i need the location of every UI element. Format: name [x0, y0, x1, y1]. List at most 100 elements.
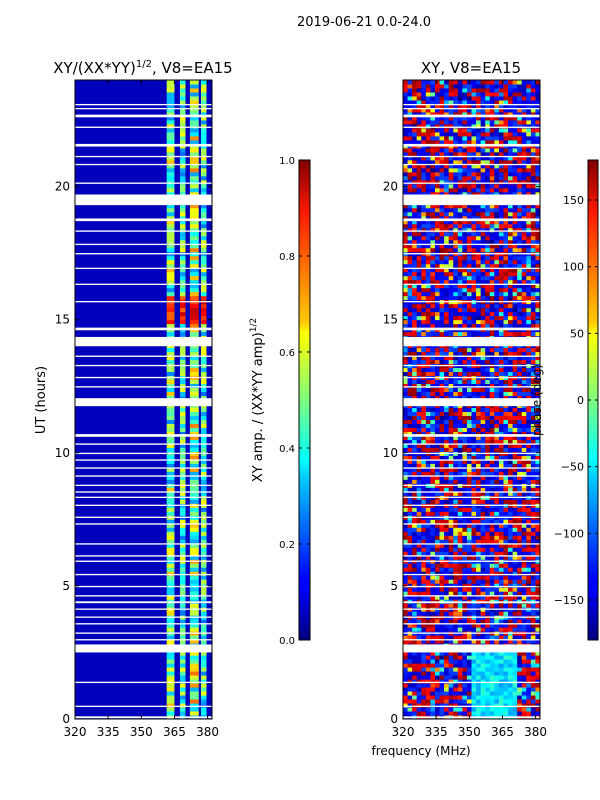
phase-cell — [466, 151, 472, 157]
phase-cell — [494, 435, 500, 440]
phase-cell — [421, 603, 427, 608]
phase-cell — [498, 391, 504, 397]
amplitude-cell — [200, 511, 207, 516]
phase-cell — [521, 447, 527, 452]
phase-cell — [535, 667, 540, 672]
phase-cell — [489, 295, 495, 301]
amplitude-cell — [200, 147, 207, 153]
phase-cell — [494, 163, 500, 169]
phase-cell — [494, 175, 500, 181]
phase-cell — [530, 423, 536, 428]
phase-cell — [485, 155, 491, 161]
amplitude-cell — [200, 351, 207, 357]
phase-cell — [448, 627, 454, 632]
amplitude-cell — [166, 267, 175, 273]
phase-cell — [517, 347, 523, 353]
phase-cell — [480, 271, 486, 277]
phase-cell — [448, 455, 454, 460]
phase-cell — [439, 295, 445, 301]
phase-cell — [508, 247, 514, 253]
amplitude-cell — [166, 91, 175, 97]
phase-cell — [494, 567, 500, 572]
phase-cell — [526, 227, 532, 233]
phase-cell — [485, 687, 491, 692]
phase-cell — [457, 391, 463, 397]
phase-cell — [503, 567, 509, 572]
phase-cell — [480, 539, 486, 544]
phase-cell — [517, 171, 523, 177]
phase-cell — [512, 283, 518, 289]
phase-cell — [421, 187, 427, 193]
phase-cell — [530, 383, 536, 389]
phase-cell — [439, 239, 445, 245]
phase-cell — [439, 511, 445, 516]
phase-cell — [508, 679, 514, 684]
amplitude-cell — [189, 659, 199, 664]
phase-cell — [434, 223, 441, 229]
amplitude-cell — [166, 367, 175, 373]
phase-cell — [466, 415, 472, 420]
phase-cell — [439, 663, 445, 668]
phase-cell — [416, 315, 422, 321]
amplitude-cell — [189, 667, 199, 672]
amplitude-cell — [200, 419, 207, 424]
phase-cell — [535, 259, 540, 265]
amplitude-cell — [200, 431, 207, 436]
phase-cell — [498, 163, 504, 169]
phase-cell — [498, 507, 504, 512]
phase-cell — [448, 243, 454, 249]
phase-cell — [425, 471, 431, 476]
phase-cell — [489, 651, 495, 656]
phase-cell — [512, 255, 518, 261]
phase-cell — [425, 275, 431, 281]
phase-cell — [412, 203, 418, 209]
phase-cell — [444, 707, 450, 712]
phase-cell — [476, 315, 482, 321]
phase-cell — [503, 531, 509, 536]
phase-cell — [416, 295, 422, 301]
amplitude-cell — [189, 711, 199, 716]
phase-cell — [403, 699, 409, 704]
phase-cell — [503, 359, 509, 365]
phase-cell — [494, 183, 500, 189]
phase-cell — [457, 159, 463, 165]
phase-cell — [444, 527, 450, 532]
phase-cell — [425, 603, 431, 608]
phase-cell — [407, 203, 413, 209]
phase-cell — [517, 227, 523, 233]
phase-cell — [471, 447, 477, 452]
phase-cell — [439, 563, 445, 568]
phase-cell — [416, 331, 422, 337]
phase-cell — [526, 243, 532, 249]
phase-cell — [476, 231, 482, 237]
phase-cell — [466, 255, 472, 261]
phase-cell — [466, 527, 472, 532]
amplitude-cell — [189, 99, 199, 105]
phase-cell — [425, 379, 431, 385]
phase-cell — [407, 319, 413, 325]
phase-cell — [466, 439, 472, 444]
phase-cell — [485, 203, 491, 209]
phase-cell — [485, 367, 491, 373]
phase-cell — [471, 439, 477, 444]
phase-cell — [466, 499, 472, 504]
phase-cell — [480, 407, 486, 412]
phase-cell — [530, 695, 536, 700]
phase-cell — [434, 579, 441, 584]
phase-cell — [517, 591, 523, 596]
phase-cell — [476, 683, 482, 688]
phase-cell — [512, 207, 518, 213]
phase-cell — [457, 331, 463, 337]
amplitude-cell — [189, 271, 199, 277]
phase-cell — [421, 539, 427, 544]
phase-cell — [508, 275, 514, 281]
amplitude-cell — [200, 463, 207, 468]
phase-cell — [508, 211, 514, 217]
amplitude-cell — [200, 659, 207, 664]
phase-cell — [489, 579, 495, 584]
phase-cell — [508, 223, 514, 229]
phase-cell — [494, 311, 500, 317]
phase-cell — [503, 667, 509, 672]
phase-cell — [512, 595, 518, 600]
phase-cell — [453, 223, 459, 229]
